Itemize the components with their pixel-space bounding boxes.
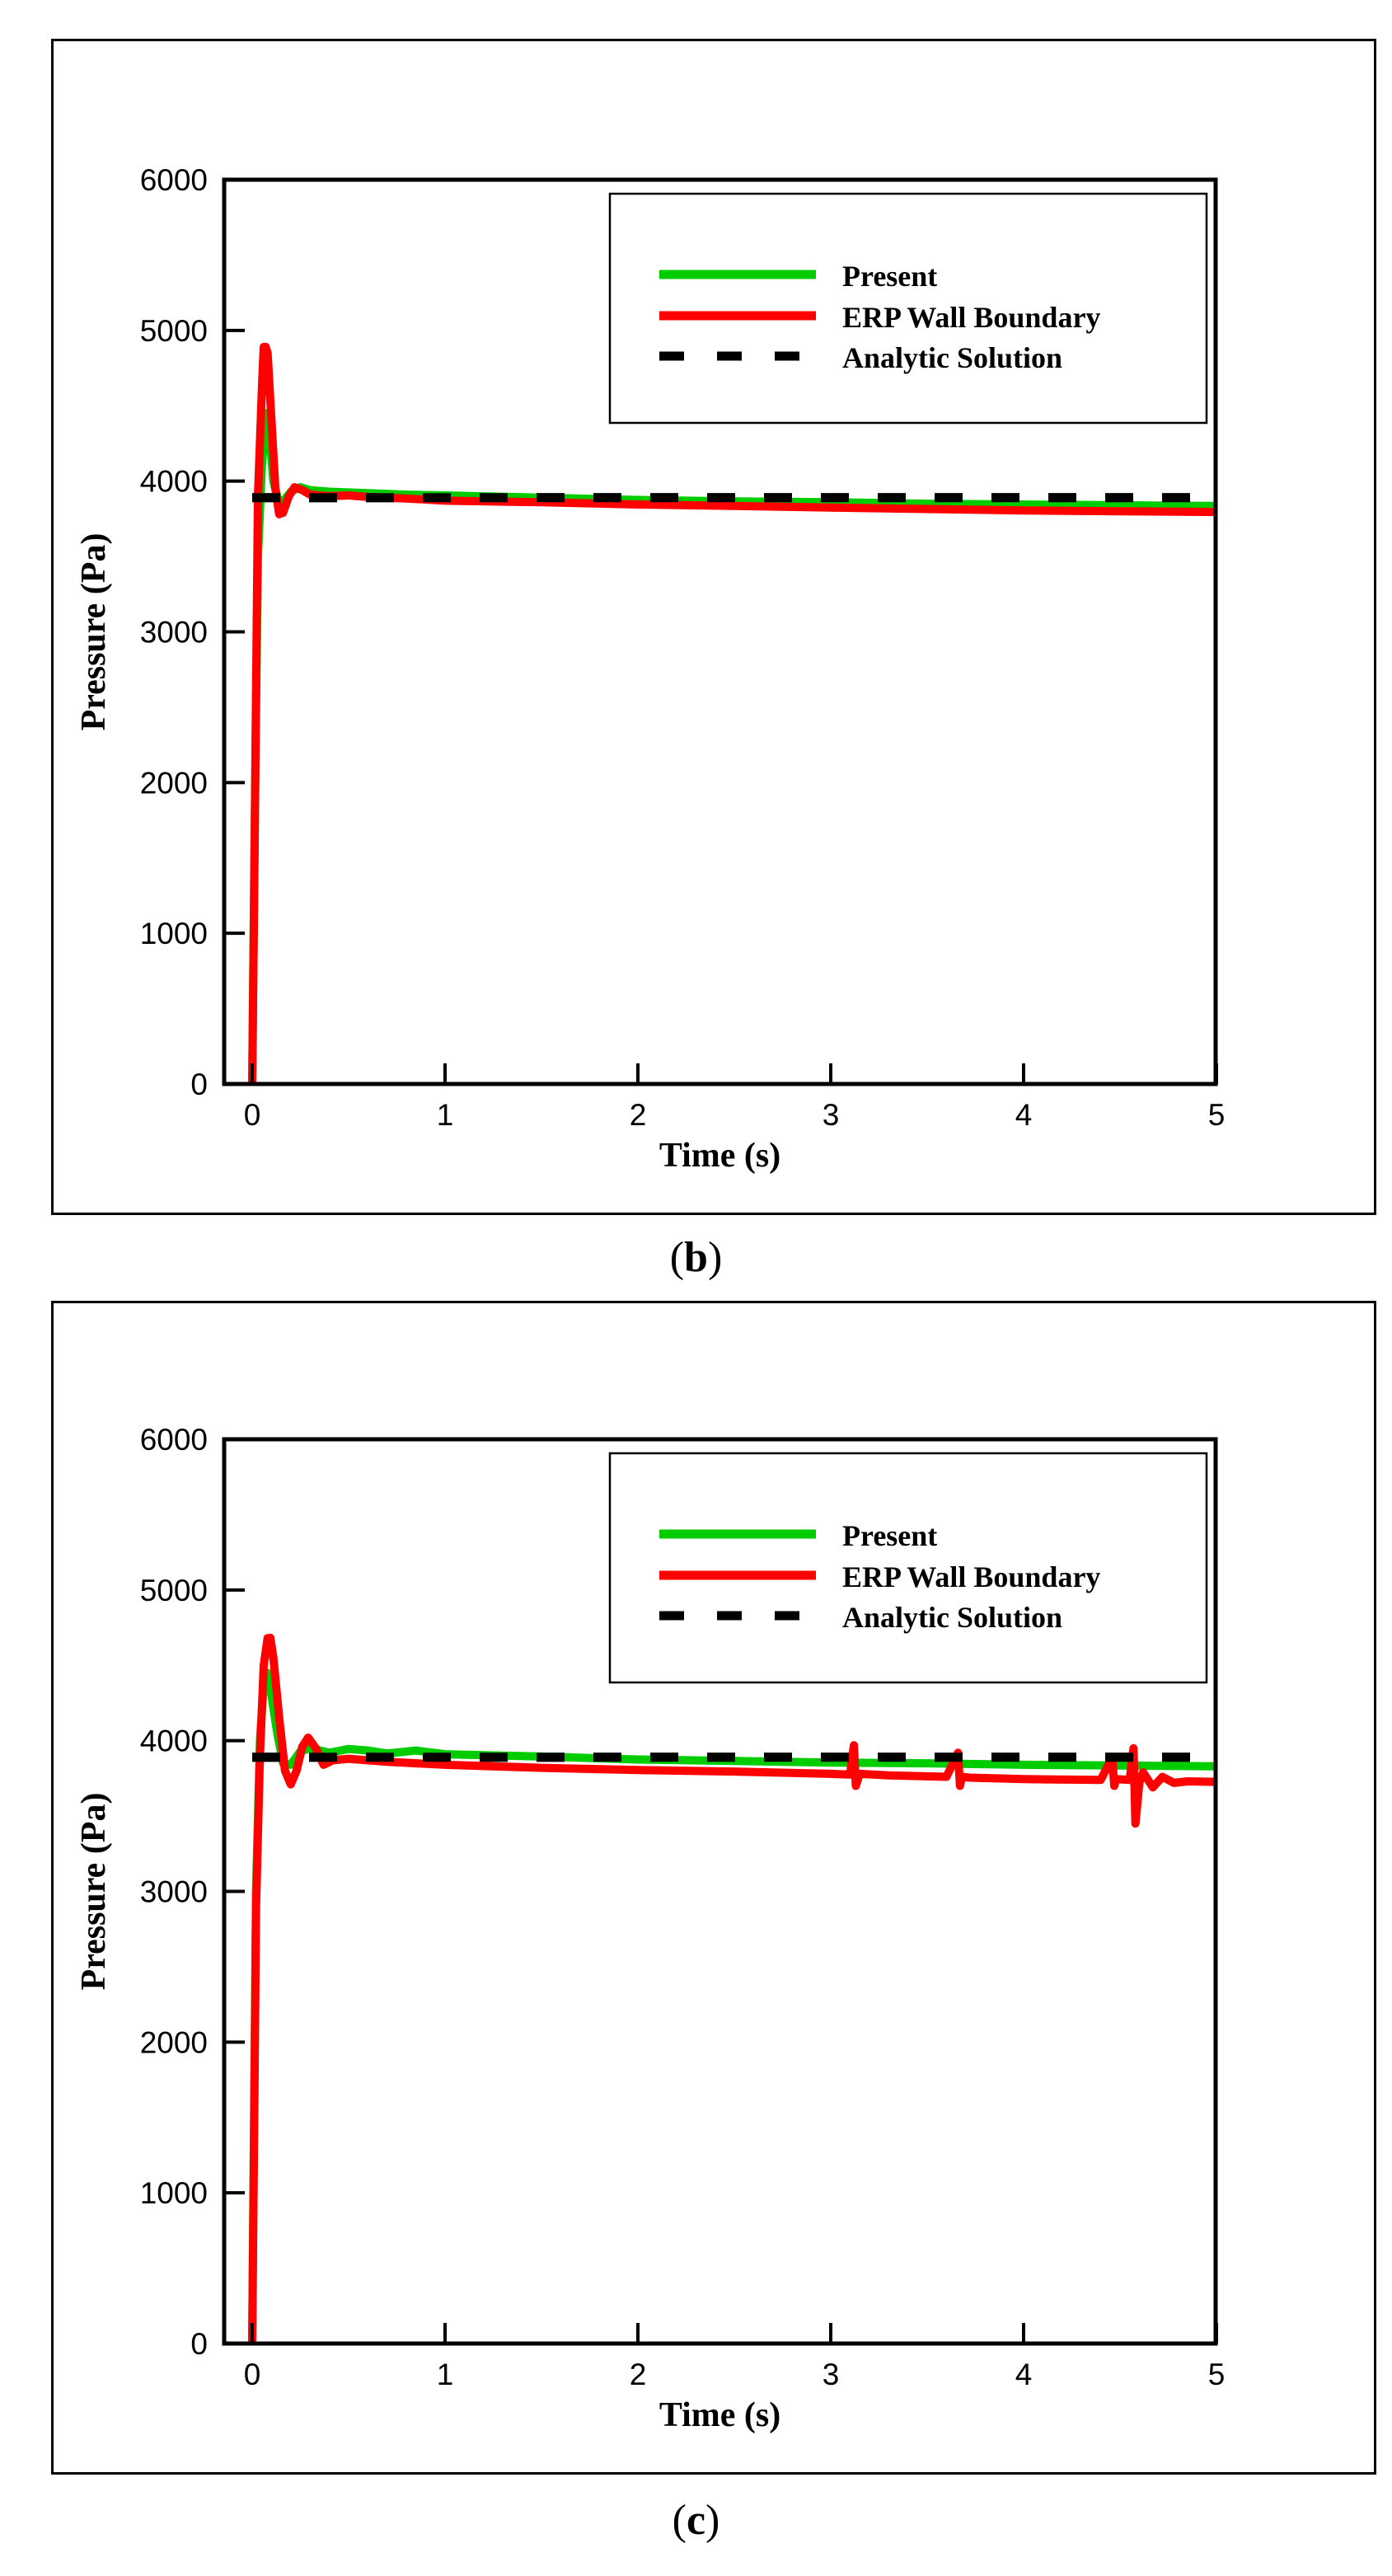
x-axis-label: Time (s) [659, 1137, 780, 1175]
x-tick-label: 1 [437, 1098, 454, 1132]
y-tick-label: 0 [190, 2327, 208, 2361]
y-tick-label: 4000 [140, 1724, 208, 1758]
x-tick-label: 5 [1208, 1098, 1226, 1132]
chart-c: 0 1000 2000 3000 4000 5000 6000 0 1 2 3 4 5 Time (s) P… [75, 1423, 1226, 2434]
x-tick-label: 1 [437, 2358, 454, 2391]
legend: Present ERP Wall Boundary Analytic Solutio… [608, 192, 1208, 425]
legend-label: Analytic Solution [842, 1601, 1062, 1634]
legend-box [608, 1452, 1208, 1684]
caption-b: (b) [0, 1233, 1392, 1282]
y-tick-label: 6000 [140, 163, 208, 197]
x-tick-label: 3 [823, 2358, 840, 2391]
legend-label: Present [842, 260, 937, 293]
y-axis-label: Pressure (Pa) [75, 533, 113, 731]
x-tick-label: 4 [1015, 1098, 1033, 1132]
legend-label: Present [842, 1519, 937, 1552]
caption-b-close: ) [707, 1234, 723, 1281]
y-tick-label: 4000 [140, 465, 208, 499]
plot-area [248, 342, 1216, 1084]
y-axis-label: Pressure (Pa) [75, 1793, 113, 1991]
x-axis-label: Time (s) [659, 2396, 780, 2434]
caption-c-letter: c [686, 2497, 706, 2544]
y-tick-label: 3000 [140, 616, 208, 650]
legend-label: ERP Wall Boundary [842, 301, 1100, 334]
caption-b-letter: b [684, 1234, 708, 1281]
series-erp-wall-boundary [248, 342, 1216, 1084]
y-tick-label: 5000 [140, 1574, 208, 1607]
caption-c-close: ) [705, 2497, 720, 2544]
x-tick-label: 2 [630, 1098, 647, 1132]
x-tick-label: 4 [1015, 2358, 1033, 2391]
legend-box [608, 192, 1208, 425]
y-tick-label: 1000 [140, 2176, 208, 2210]
x-tick-label: 0 [244, 1098, 261, 1132]
series-erp-wall-boundary [248, 1633, 1216, 2344]
y-tick-label: 2000 [140, 766, 208, 800]
legend: Present ERP Wall Boundary Analytic Solutio… [608, 1452, 1208, 1684]
x-tick-label: 0 [244, 2358, 261, 2391]
x-tick-label: 5 [1208, 2358, 1226, 2391]
y-tick-label: 0 [190, 1067, 208, 1101]
y-tick-label: 6000 [140, 1423, 208, 1457]
y-tick-label: 5000 [140, 314, 208, 348]
legend-label: ERP Wall Boundary [842, 1560, 1100, 1593]
y-tick-label: 1000 [140, 917, 208, 950]
legend-label: Analytic Solution [842, 341, 1062, 374]
x-tick-label: 2 [630, 2358, 647, 2391]
caption-c: (c) [0, 2496, 1392, 2545]
y-tick-label: 3000 [140, 1875, 208, 1909]
caption-b-open: ( [669, 1234, 685, 1281]
y-tick-label: 2000 [140, 2025, 208, 2059]
plot-area [248, 1633, 1216, 2344]
chart-b: 0 1000 2000 3000 4000 5000 6000 0 1 2 3 4 5 Time (s) P… [75, 163, 1226, 1175]
x-tick-label: 3 [823, 1098, 840, 1132]
caption-c-open: ( [672, 2497, 687, 2544]
